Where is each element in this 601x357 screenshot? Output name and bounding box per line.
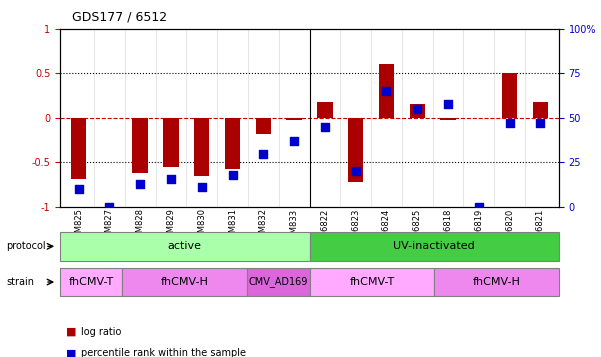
Point — [258, 151, 268, 156]
Bar — [71, 118, 87, 178]
Point — [535, 120, 545, 126]
Text: fhCMV-T: fhCMV-T — [69, 277, 114, 287]
Text: log ratio: log ratio — [81, 327, 121, 337]
Bar — [502, 73, 517, 118]
Text: GDS177 / 6512: GDS177 / 6512 — [72, 11, 167, 24]
Point — [228, 172, 237, 178]
Point — [166, 176, 175, 181]
Bar — [225, 118, 240, 169]
Text: fhCMV-H: fhCMV-H — [161, 277, 209, 287]
Point — [382, 88, 391, 94]
Text: UV-inactivated: UV-inactivated — [393, 241, 475, 251]
Text: ■: ■ — [66, 327, 76, 337]
Text: active: active — [168, 241, 202, 251]
Point — [135, 181, 145, 187]
Text: CMV_AD169: CMV_AD169 — [249, 277, 308, 287]
Text: ■: ■ — [66, 348, 76, 357]
Bar — [132, 118, 148, 173]
Bar — [194, 118, 209, 176]
Bar — [287, 118, 302, 120]
Point — [412, 106, 422, 112]
Bar — [348, 118, 364, 182]
Bar — [379, 64, 394, 118]
Bar — [410, 104, 425, 118]
Point — [351, 169, 361, 174]
Text: percentile rank within the sample: percentile rank within the sample — [81, 348, 246, 357]
Bar — [255, 118, 271, 134]
Point — [105, 204, 114, 210]
Point — [505, 120, 514, 126]
Point — [74, 186, 84, 192]
Bar — [163, 118, 178, 167]
Point — [289, 138, 299, 144]
Point — [474, 204, 484, 210]
Bar — [532, 102, 548, 118]
Point — [444, 101, 453, 106]
Text: fhCMV-T: fhCMV-T — [349, 277, 394, 287]
Text: protocol: protocol — [6, 241, 46, 251]
Bar — [441, 118, 456, 120]
Point — [320, 124, 330, 130]
Text: fhCMV-H: fhCMV-H — [472, 277, 520, 287]
Bar — [317, 102, 332, 118]
Point — [197, 185, 207, 190]
Text: strain: strain — [6, 277, 34, 287]
